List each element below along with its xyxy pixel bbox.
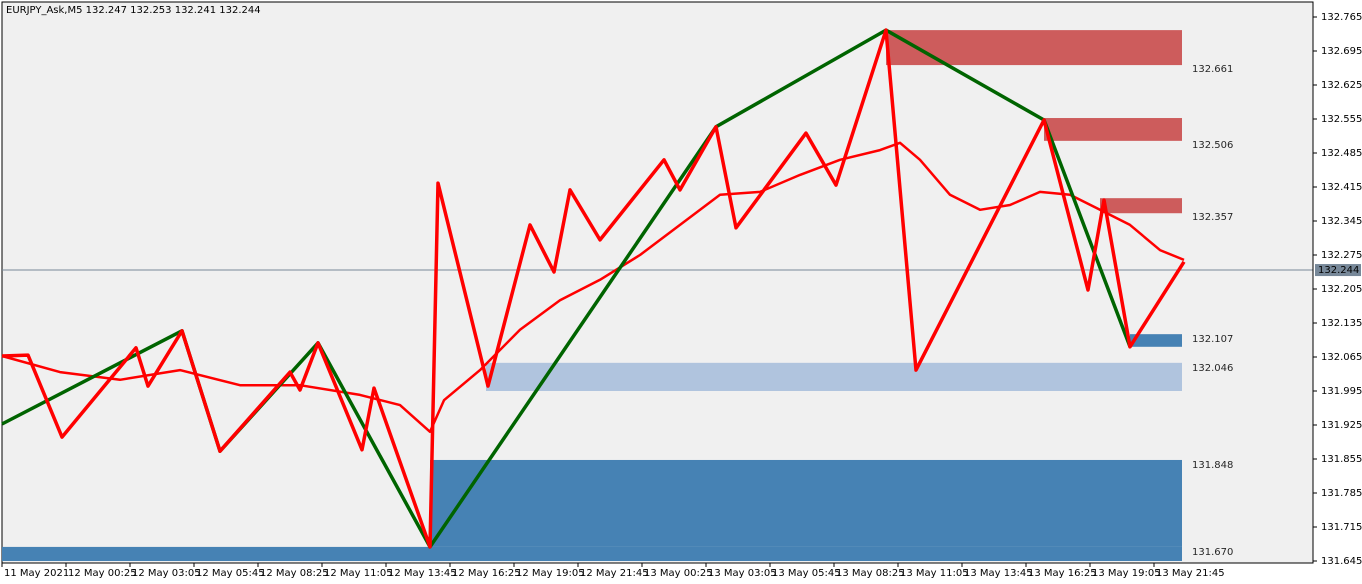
x-tick-label: 12 May 05:45 (196, 568, 265, 579)
zone (430, 459, 1182, 547)
x-tick-label: 13 May 00:25 (644, 568, 713, 579)
y-tick-label: 132.555 (1321, 114, 1362, 125)
current-price-tag (1315, 264, 1361, 277)
x-tick-label: 13 May 21:45 (1156, 568, 1225, 579)
zigzag-line (1, 141, 1185, 434)
y-tick-label: 132.065 (1321, 352, 1362, 363)
x-tick-label: 12 May 00:25 (68, 568, 137, 579)
y-tick-label: 132.415 (1321, 182, 1362, 193)
zone-label: 132.506 (1192, 140, 1233, 151)
x-tick-label: 12 May 13:45 (388, 568, 457, 579)
y-tick-label: 132.485 (1321, 148, 1362, 159)
x-tick-label: 12 May 19:05 (516, 568, 585, 579)
x-tick-label: 12 May 08:25 (260, 568, 329, 579)
zone (486, 362, 1182, 391)
y-tick-label: 131.855 (1321, 454, 1362, 465)
x-tick-label: 12 May 16:25 (452, 568, 521, 579)
zone (2, 546, 1182, 561)
zone (886, 30, 1182, 66)
x-tick-label: 13 May 05:45 (772, 568, 841, 579)
x-tick-label: 12 May 03:05 (132, 568, 201, 579)
zone-label: 132.661 (1192, 64, 1233, 75)
y-tick-label: 132.345 (1321, 216, 1362, 227)
zone-label: 131.848 (1192, 460, 1233, 471)
zone (1100, 198, 1182, 214)
header: EURJPY_Ask,M5 132.247 132.253 132.241 13… (6, 5, 261, 16)
x-tick-label: 13 May 16:25 (1028, 568, 1097, 579)
zone-label: 131.670 (1192, 547, 1233, 558)
y-tick-label: 131.715 (1321, 522, 1362, 533)
price-axis (1313, 0, 1362, 584)
zone-label: 132.357 (1192, 212, 1233, 223)
y-tick-label: 131.645 (1321, 556, 1362, 567)
zone-label: 132.107 (1192, 334, 1233, 345)
y-tick-label: 131.785 (1321, 488, 1362, 499)
zigzag-line (1, 28, 1186, 549)
x-tick-label: 13 May 13:45 (964, 568, 1033, 579)
zone (1044, 118, 1182, 141)
y-tick-label: 132.135 (1321, 318, 1362, 329)
x-tick-label: 12 May 11:05 (324, 568, 393, 579)
x-tick-label: 11 May 2021 (4, 568, 69, 579)
x-tick-label: 13 May 19:05 (1092, 568, 1161, 579)
zone (1130, 334, 1182, 347)
y-tick-label: 132.205 (1321, 284, 1362, 295)
y-tick-label: 132.625 (1321, 80, 1362, 91)
y-tick-label: 132.695 (1321, 46, 1362, 57)
y-tick-label: 132.765 (1321, 12, 1362, 23)
y-tick-label: 131.995 (1321, 386, 1362, 397)
x-tick-label: 13 May 11:05 (900, 568, 969, 579)
time-axis (0, 563, 1314, 584)
x-tick-label: 13 May 08:25 (836, 568, 905, 579)
y-tick-label: 131.925 (1321, 420, 1362, 431)
x-tick-label: 12 May 21:45 (580, 568, 649, 579)
y-tick-label: 132.275 (1321, 250, 1362, 261)
x-tick-label: 13 May 03:05 (708, 568, 777, 579)
zone-label: 132.046 (1192, 363, 1233, 374)
current-price-label: 132.244 (1318, 265, 1359, 276)
